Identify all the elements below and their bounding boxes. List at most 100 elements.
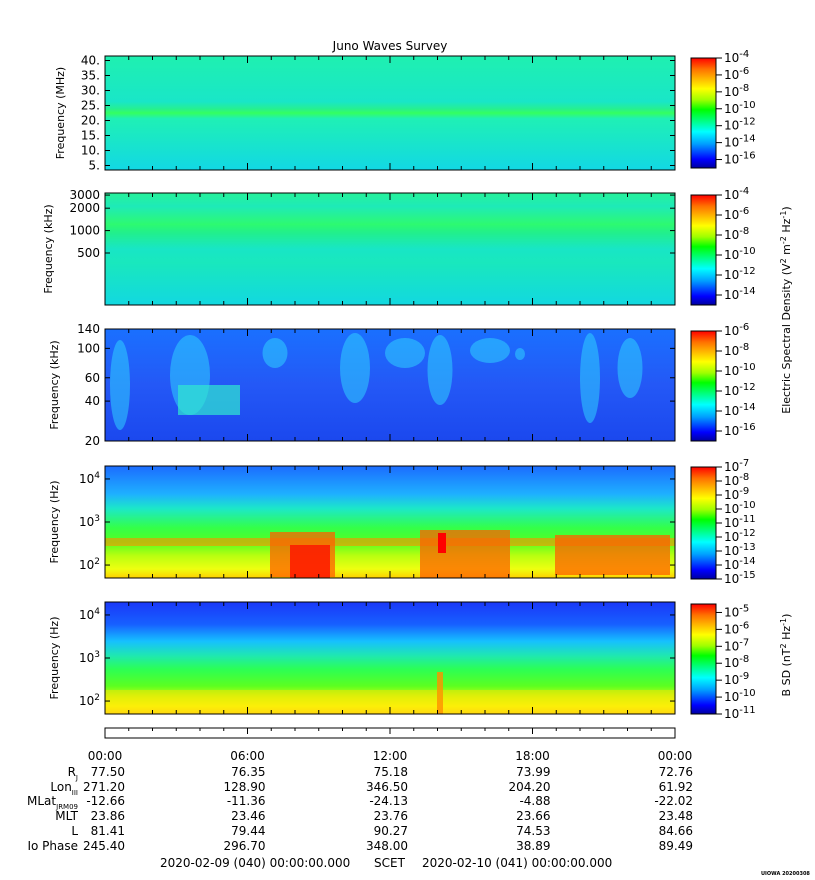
panel-3-burst <box>470 338 510 363</box>
panel-3-burst <box>262 338 288 368</box>
panel-5-ytick-label: 102 <box>79 693 100 708</box>
panel-4-emission-block <box>290 545 330 578</box>
colorbar-2-label: 10-4 <box>724 186 749 202</box>
panel-3-burst <box>340 333 370 403</box>
electric-colorbar-label-a: Electric Spectral Density (V <box>780 263 793 414</box>
ephemeris-value: 23.46 <box>231 809 265 823</box>
panel-4-ytick-label: 103 <box>79 514 100 529</box>
ephemeris-row-label: MLatJRM09 <box>27 794 78 811</box>
footer-stamp: UIOWA 20200308 <box>761 871 810 877</box>
panel-1-ytick-label: 15. <box>81 129 100 143</box>
magnetic-colorbar-label: B SD (nT2 Hz-1) <box>779 614 793 697</box>
colorbar-2-label: 10-10 <box>724 246 756 262</box>
ephemeris-value: 84.66 <box>659 824 693 838</box>
ephemeris-value: 23.48 <box>659 809 693 823</box>
colorbar-4-label: 10-12 <box>724 528 756 544</box>
panel-5-ylabel: Frequency (Hz) <box>48 617 61 700</box>
panel-4-ylabel: Frequency (Hz) <box>48 481 61 564</box>
ephemeris-value: 245.40 <box>83 839 125 853</box>
ephemeris-row-label: L <box>71 824 78 838</box>
electric-colorbar-label-d: ) <box>780 206 793 210</box>
panel-2-ytick-label: 3000 <box>69 188 100 202</box>
panel-1-colorbar <box>690 57 717 169</box>
panel-1-ytick-label: 30. <box>81 84 100 98</box>
panel-4-ytick-label: 102 <box>79 557 100 572</box>
electric-colorbar-label-b: m <box>780 244 793 258</box>
colorbar-5-label: 10-7 <box>724 637 749 653</box>
magnetic-colorbar-label-c: ) <box>780 614 793 618</box>
panel-2-ytick-label: 2000 <box>69 201 100 215</box>
panel-4-emission-block <box>438 533 446 553</box>
panel-2-colorbar <box>690 194 717 306</box>
panel-5-colorbar <box>690 603 717 715</box>
ephemeris-value: 61.92 <box>659 780 693 794</box>
colorbar-1-label: 10-6 <box>724 66 749 82</box>
ephemeris-value: 75.18 <box>374 765 408 779</box>
ephemeris-value: 74.53 <box>516 824 550 838</box>
magnetic-colorbar-label-b: Hz <box>780 626 793 644</box>
panel-1-ytick-label: 35. <box>81 69 100 83</box>
colorbar-4-label: 10-14 <box>724 556 756 572</box>
colorbar-3-label: 10-6 <box>724 322 749 338</box>
time-axis-label: 00:00 <box>658 749 693 763</box>
colorbar-4-label: 10-13 <box>724 542 756 558</box>
ephemeris-value: 89.49 <box>659 839 693 853</box>
colorbar-2-label: 10-14 <box>724 286 756 302</box>
time-axis-label: 12:00 <box>373 749 408 763</box>
panel-1-ytick-label: 20. <box>81 114 100 128</box>
ephemeris-row-label: Io Phase <box>27 839 78 853</box>
magnetic-colorbar-label-sup1: 2 <box>779 643 788 648</box>
panel-3-colorbar <box>690 330 717 442</box>
ephemeris-value: -4.88 <box>519 794 550 808</box>
colorbar-4-label: 10-11 <box>724 514 756 530</box>
colorbar-3-label: 10-16 <box>724 422 756 438</box>
panel-1: 40.35.30.25.20.15.10.5. Frequency (MHz) … <box>54 49 756 173</box>
colorbar-4-label: 10-9 <box>724 486 749 502</box>
ephemeris-row-label: MLT <box>55 809 78 823</box>
ephemeris-value: 76.35 <box>231 765 265 779</box>
panel-5-emission-block <box>437 672 443 714</box>
magnetic-colorbar-label-sup2: -1 <box>779 618 788 626</box>
panel-2-ytick-label: 1000 <box>69 224 100 238</box>
ephemeris-value: 79.44 <box>231 824 265 838</box>
figure-title: Juno Waves Survey <box>332 39 448 53</box>
panel-3-burst <box>178 385 240 415</box>
colorbar-1-label: 10-12 <box>724 117 756 133</box>
ephemeris-row-label: RJ <box>68 765 78 782</box>
magnetic-colorbar-label-a: B SD (nT <box>780 648 793 696</box>
ephemeris-value: 23.76 <box>374 809 408 823</box>
colorbar-5-label: 10-9 <box>724 671 749 687</box>
ephemeris-value: 128.90 <box>224 780 266 794</box>
panel-4-emission-block <box>555 535 670 575</box>
colorbar-1-label: 10-14 <box>724 134 756 150</box>
ephemeris-value: 38.89 <box>516 839 550 853</box>
panel-3-burst <box>427 335 453 405</box>
panel-3-ytick-label: 20 <box>85 434 100 448</box>
panel-3-ytick-label: 100 <box>77 341 100 355</box>
colorbar-3-label: 10-12 <box>724 382 756 398</box>
panel-1-ytick-label: 25. <box>81 99 100 113</box>
colorbar-2-label: 10-6 <box>724 206 749 222</box>
footer-start-time: 2020-02-09 (040) 00:00:00.000 <box>160 856 350 870</box>
panel-3-burst <box>110 340 130 430</box>
ephemeris-value: -24.13 <box>369 794 408 808</box>
colorbar-5-label: 10-6 <box>724 620 749 636</box>
panel-1-spectrogram <box>105 56 675 170</box>
panel-4-emission-band <box>105 538 675 546</box>
ephemeris-value: 348.00 <box>366 839 408 853</box>
ephemeris-value: 81.41 <box>91 824 125 838</box>
panel-3-burst <box>580 333 600 423</box>
panel-1-ylabel: Frequency (MHz) <box>54 67 67 159</box>
panel-3: 140 100 60 40 20 Frequency (kHz) 10-6 10-8 10-… <box>48 322 756 448</box>
colorbar-2-label: 10-8 <box>724 226 749 242</box>
colorbar-5-label: 10-11 <box>724 705 756 721</box>
colorbar-4-label: 10-15 <box>724 570 756 586</box>
panel-1-ytick-label: 5. <box>89 159 100 173</box>
colorbar-1-label: 10-4 <box>724 49 749 65</box>
panel-3-ytick-label: 60 <box>85 371 100 385</box>
ephemeris-value: 346.50 <box>366 780 408 794</box>
ephemeris-value: 72.76 <box>659 765 693 779</box>
panel-2-ytick-label: 500 <box>77 246 100 260</box>
